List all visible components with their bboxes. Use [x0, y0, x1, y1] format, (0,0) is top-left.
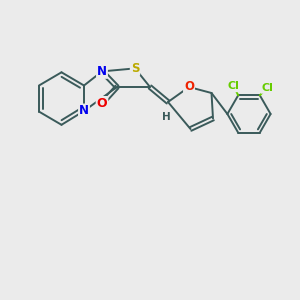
Text: Cl: Cl	[228, 81, 240, 91]
Text: Cl: Cl	[261, 83, 273, 93]
Text: S: S	[131, 62, 139, 75]
Text: N: N	[97, 65, 107, 78]
Text: H: H	[162, 112, 171, 122]
Text: O: O	[97, 97, 107, 110]
Text: O: O	[184, 80, 194, 94]
Text: N: N	[79, 104, 89, 118]
